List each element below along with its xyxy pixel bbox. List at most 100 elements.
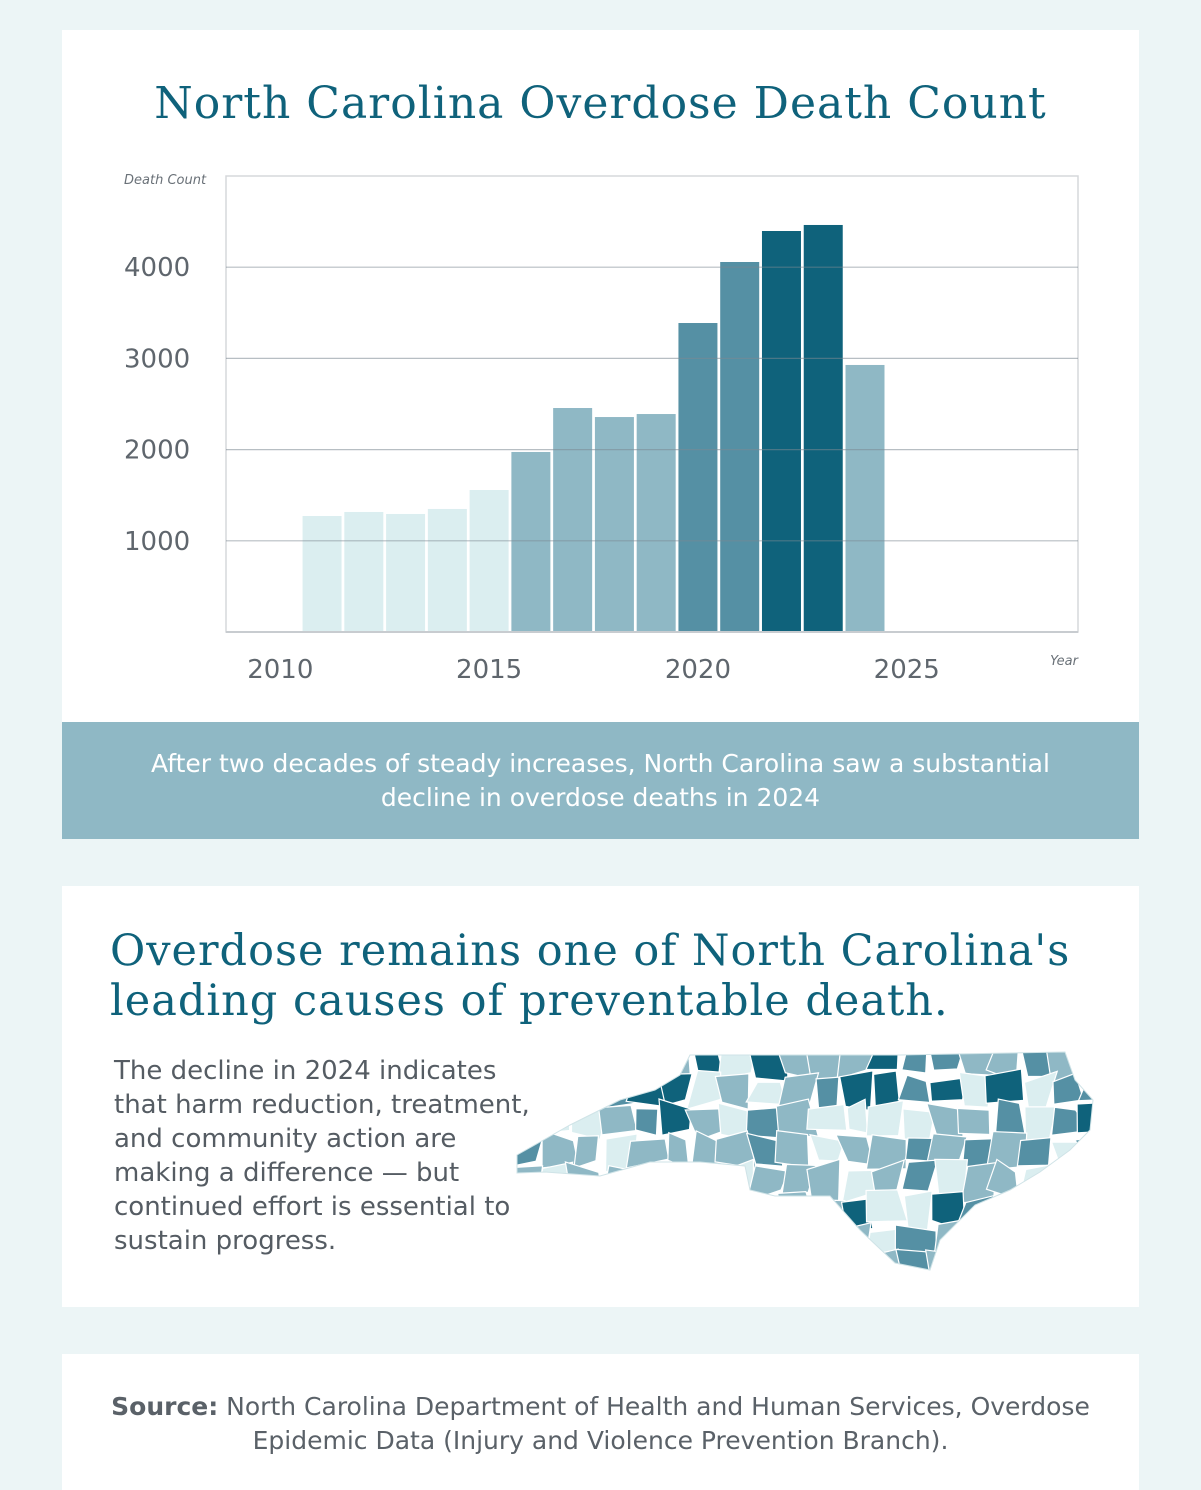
county	[1020, 1226, 1050, 1256]
county	[517, 1052, 542, 1083]
county	[716, 1196, 756, 1232]
bar-2011	[302, 515, 342, 632]
county	[958, 1219, 993, 1254]
county	[517, 1219, 546, 1262]
county	[541, 1254, 571, 1270]
x-tick-label: 2010	[247, 655, 313, 685]
county	[1046, 1168, 1087, 1198]
county	[537, 1052, 577, 1080]
county	[1081, 1219, 1093, 1258]
y-tick-label: 3000	[124, 344, 190, 374]
county	[565, 1052, 609, 1084]
y-tick-label: 1000	[124, 527, 190, 557]
county	[597, 1190, 637, 1233]
county	[1044, 1191, 1078, 1229]
nc-county-map	[516, 1051, 1094, 1271]
county	[658, 1098, 692, 1136]
bar-2023	[803, 224, 843, 632]
county	[776, 1190, 818, 1228]
x-tick-label: 2020	[665, 655, 731, 685]
county	[1080, 1052, 1093, 1079]
county	[634, 1108, 659, 1137]
county	[686, 1220, 729, 1264]
county	[926, 1133, 968, 1164]
county	[599, 1218, 629, 1264]
section-paragraph: The decline in 2024 indicates that harm …	[114, 1056, 530, 1256]
county	[625, 1138, 670, 1169]
county	[897, 1074, 931, 1104]
county	[838, 1250, 869, 1270]
bar-2013	[386, 513, 426, 632]
county	[569, 1251, 604, 1270]
county	[1021, 1255, 1057, 1270]
county	[566, 1226, 601, 1262]
county	[745, 1248, 784, 1270]
bar-2022	[761, 230, 801, 633]
county	[865, 1052, 899, 1071]
county	[659, 1199, 690, 1233]
county	[542, 1218, 578, 1258]
county	[995, 1191, 1029, 1233]
county	[633, 1191, 667, 1231]
bar-2016	[511, 451, 551, 632]
section-heading: Overdose remains one of North Carolina's…	[110, 926, 1071, 1026]
county	[901, 1052, 928, 1074]
county	[777, 1226, 808, 1257]
county	[1051, 1223, 1088, 1264]
county	[1084, 1197, 1093, 1230]
county	[1014, 1193, 1055, 1231]
county	[1017, 1163, 1058, 1201]
bar-2017	[553, 408, 593, 632]
x-tick-label: 2025	[874, 655, 940, 685]
county	[748, 1052, 789, 1082]
county	[811, 1254, 842, 1270]
county	[1048, 1248, 1088, 1270]
county	[658, 1258, 697, 1270]
county	[895, 1248, 937, 1270]
county	[1023, 1070, 1059, 1112]
county	[1076, 1249, 1093, 1270]
county	[865, 1134, 907, 1170]
county	[956, 1259, 1000, 1270]
county	[985, 1256, 1028, 1270]
county	[537, 1192, 569, 1224]
bar-2019	[636, 414, 676, 632]
county	[1077, 1076, 1093, 1102]
y-axis-label: Death Count	[124, 173, 207, 188]
county	[714, 1250, 760, 1270]
bar-2015	[469, 490, 509, 632]
county	[865, 1189, 909, 1223]
county	[958, 1071, 993, 1108]
county	[667, 1131, 690, 1170]
chart-title: North Carolina Overdose Death Count	[154, 78, 1047, 129]
county	[811, 1222, 846, 1254]
county	[575, 1189, 610, 1233]
county	[784, 1250, 815, 1270]
county	[903, 1190, 933, 1231]
summary-banner: After two decades of steady increases, N…	[62, 722, 1139, 839]
county	[745, 1132, 784, 1167]
bar-2018	[594, 417, 634, 632]
county	[927, 1052, 967, 1071]
county	[540, 1068, 576, 1109]
county	[517, 1069, 550, 1111]
county	[517, 1101, 544, 1143]
county	[517, 1129, 546, 1169]
county	[744, 1193, 790, 1224]
county	[625, 1163, 669, 1203]
county	[956, 1107, 991, 1136]
county	[933, 1218, 969, 1257]
county	[1050, 1141, 1087, 1172]
county	[685, 1069, 722, 1111]
counties	[517, 1052, 1093, 1270]
bar-2012	[344, 511, 384, 632]
county	[1074, 1134, 1093, 1174]
county	[517, 1165, 544, 1197]
bar-2014	[427, 508, 467, 632]
bar-2021	[720, 262, 760, 632]
chart-card: North Carolina Overdose Death Count 1000…	[62, 30, 1139, 722]
county	[815, 1076, 840, 1110]
bar-2020	[678, 323, 718, 632]
county	[1016, 1137, 1052, 1167]
county	[517, 1250, 549, 1270]
